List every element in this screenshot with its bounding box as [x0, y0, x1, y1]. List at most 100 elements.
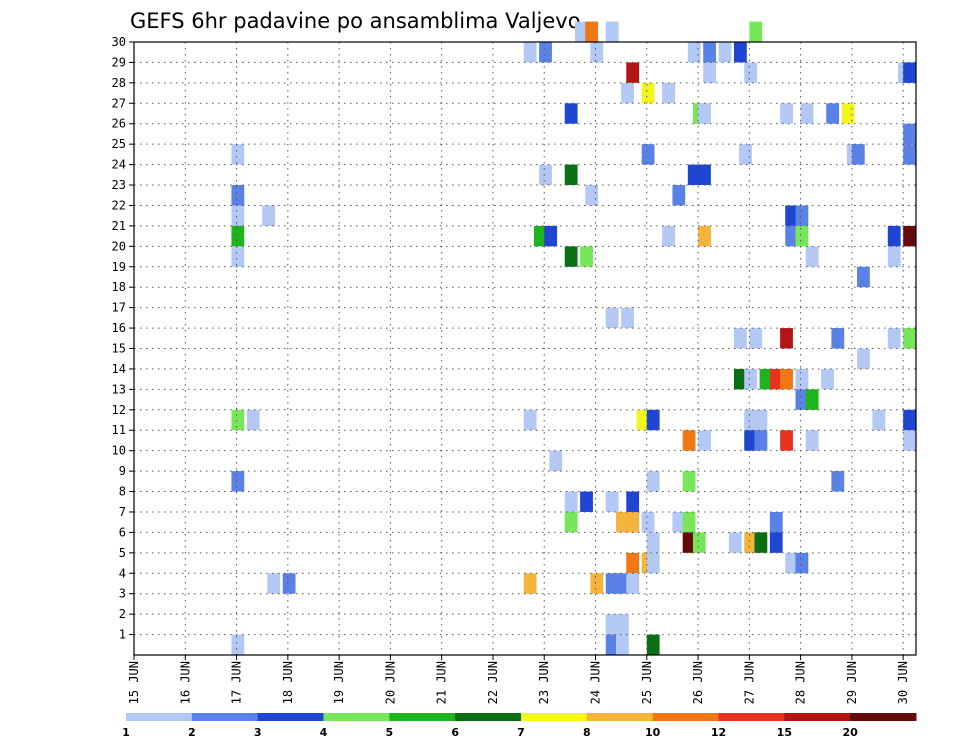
data-cell: [698, 430, 711, 451]
data-cell: [616, 614, 629, 635]
data-cell: [574, 21, 588, 42]
data-cell: [626, 62, 640, 83]
data-cell: [754, 409, 768, 431]
x-tick-label: 19 JUN: [332, 661, 346, 704]
y-tick-label: 4: [119, 566, 126, 580]
data-cell: [605, 634, 619, 655]
data-cell: [857, 266, 870, 288]
data-cell: [687, 164, 701, 186]
colorbar-label: 3: [254, 726, 262, 739]
data-cell: [564, 164, 578, 186]
data-cell: [780, 430, 793, 451]
data-cell: [841, 103, 855, 124]
y-axis-ticks: 1234567891011121314151617181920212223242…: [112, 35, 134, 642]
data-cell: [616, 634, 629, 655]
data-cell: [903, 62, 916, 83]
y-tick-label: 11: [112, 423, 126, 437]
data-cell: [621, 82, 634, 104]
data-cell: [267, 573, 281, 594]
colorbar-swatch: [389, 713, 456, 721]
y-tick-label: 7: [119, 505, 126, 519]
x-tick-label: 21 JUN: [435, 661, 449, 704]
data-cell: [682, 471, 696, 492]
data-cell: [769, 368, 783, 390]
data-cell: [646, 471, 660, 492]
y-tick-label: 22: [112, 198, 126, 212]
x-tick-label: 29 JUN: [845, 661, 859, 704]
data-cell: [749, 328, 763, 349]
data-cell: [580, 491, 593, 512]
data-cell: [780, 328, 793, 349]
data-cell: [744, 62, 758, 83]
data-cell: [744, 532, 758, 553]
y-tick-label: 15: [112, 342, 126, 356]
data-cell: [231, 185, 245, 206]
data-cell: [641, 144, 655, 165]
colorbar-label: 12: [711, 726, 726, 739]
data-cell: [585, 21, 599, 42]
data-cell: [605, 21, 619, 42]
data-cell: [544, 225, 558, 247]
data-cell: [795, 225, 809, 247]
colorbar-label: 8: [583, 726, 591, 739]
x-tick-label: 30 JUN: [896, 661, 910, 704]
data-cell: [821, 368, 834, 390]
data-cell: [718, 42, 732, 63]
x-tick-label: 23 JUN: [537, 661, 551, 704]
data-cell: [805, 389, 819, 410]
data-cell: [672, 511, 686, 533]
data-cell: [682, 430, 696, 451]
data-cell: [672, 185, 686, 206]
data-cell: [744, 368, 758, 390]
data-cell: [616, 511, 629, 533]
colorbar-swatch: [784, 713, 851, 721]
data-cell: [590, 573, 604, 594]
data-cell: [564, 103, 578, 124]
data-cell: [780, 103, 793, 124]
data-cell: [523, 573, 537, 594]
colorbar-label: 15: [777, 726, 792, 739]
data-cell: [564, 491, 578, 512]
colorbar-swatch: [126, 713, 193, 721]
data-cell: [262, 205, 276, 226]
colorbar-swatch: [718, 713, 785, 721]
x-tick-label: 16 JUN: [178, 661, 192, 704]
data-cell: [641, 511, 655, 533]
data-cell: [605, 573, 619, 594]
colorbar-label: 10: [645, 726, 661, 739]
data-cell: [887, 328, 901, 349]
data-cell: [523, 42, 537, 63]
data-cell: [585, 185, 599, 206]
y-tick-label: 8: [119, 485, 126, 499]
data-cell: [231, 205, 245, 226]
data-cell: [646, 634, 660, 655]
colorbar-swatch: [323, 713, 390, 721]
data-cell: [703, 62, 717, 83]
data-cell: [759, 368, 773, 390]
data-cell: [903, 328, 916, 349]
y-tick-label: 6: [119, 525, 126, 539]
data-cell: [621, 307, 634, 329]
data-cell: [805, 246, 819, 267]
data-cell: [733, 328, 747, 349]
data-cell: [733, 42, 747, 63]
data-cell: [605, 307, 619, 329]
data-cell: [246, 409, 260, 431]
data-cell: [857, 348, 870, 369]
y-tick-label: 14: [112, 362, 126, 376]
data-cell: [646, 532, 660, 553]
data-cell: [785, 552, 799, 574]
data-cell: [903, 123, 916, 145]
data-cell: [698, 225, 711, 247]
data-cell: [641, 82, 655, 104]
data-cell: [785, 205, 799, 226]
y-tick-label: 29: [112, 55, 126, 69]
data-cell: [662, 225, 675, 247]
data-cell: [605, 614, 619, 635]
data-cell: [872, 409, 886, 431]
data-cell: [539, 164, 552, 186]
data-cell: [590, 42, 604, 63]
data-cell: [831, 471, 845, 492]
data-cell: [231, 246, 245, 267]
data-cell: [795, 205, 809, 226]
